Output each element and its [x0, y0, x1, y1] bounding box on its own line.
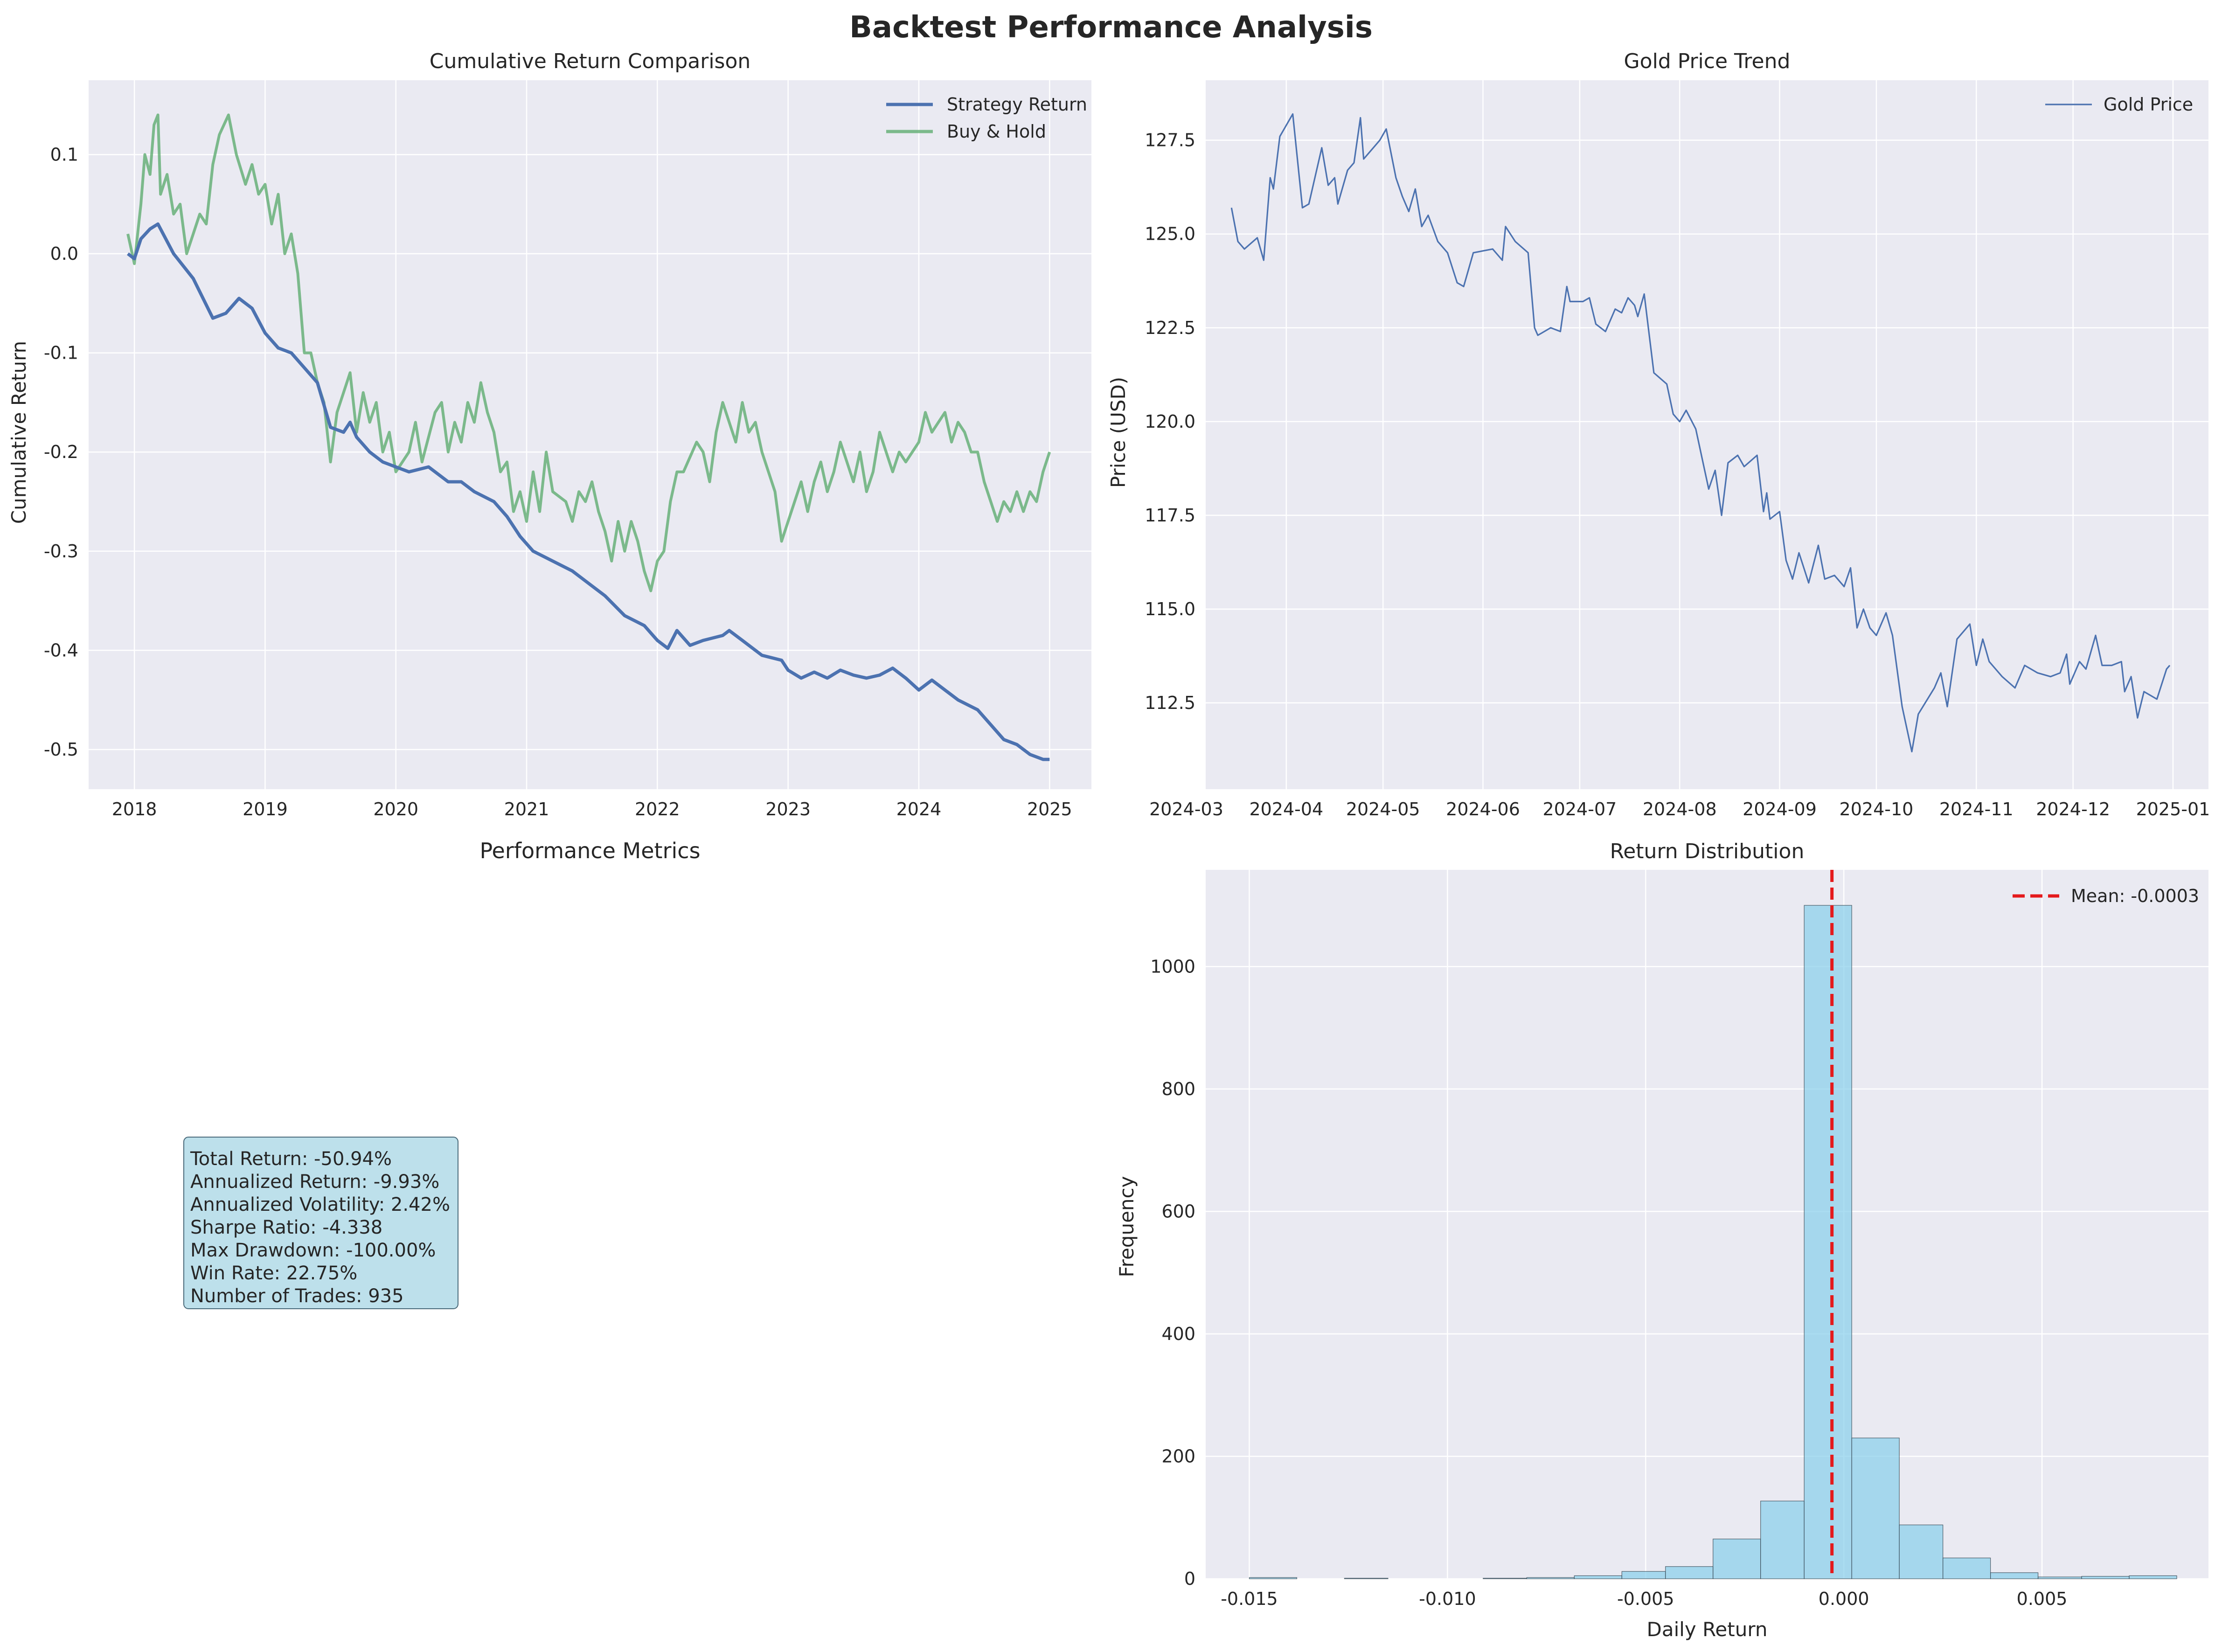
histogram-bar-9	[1665, 1566, 1714, 1579]
gold-price-ytick-label-1: 125.0	[1145, 224, 1195, 244]
return-distribution-xlabel: Daily Return	[1647, 1618, 1768, 1641]
gold-price-xtick-label-9: 2024-12	[2036, 799, 2110, 819]
histogram-bar-7	[1574, 1575, 1622, 1579]
cumulative-return-ytick-label-2: -0.1	[44, 343, 78, 363]
gold-price-panel: 2024-03 2024-04 2024-05 2024-06 2024-07 2024-…	[1107, 49, 2210, 819]
return-distribution-ytick-label-0: 0	[1184, 1569, 1195, 1589]
gold-price-ytick-label-4: 117.5	[1145, 505, 1195, 526]
gold-price-xtick-label-0: 2024-03	[1149, 799, 1223, 819]
metric-sharpe-ratio: Sharpe Ratio: -4.338	[190, 1217, 382, 1238]
histogram-bar-8	[1621, 1571, 1666, 1579]
gold-price-xtick-label-8: 2024-11	[1939, 799, 2014, 819]
return-distribution-ytick-label-5: 1000	[1150, 956, 1195, 977]
legend-label-strategy-return: Strategy Return	[947, 94, 1087, 115]
cumulative-return-ylabel: Cumulative Return	[7, 341, 30, 524]
histogram-bar-12	[1804, 905, 1852, 1579]
histogram-bar-15	[1943, 1557, 1991, 1579]
metric-number-of-trades: Number of Trades: 935	[190, 1285, 404, 1307]
metric-total-return: Total Return: -50.94%	[190, 1148, 392, 1170]
gold-price-xtick-label-1: 2024-04	[1249, 799, 1323, 819]
figure-suptitle: Backtest Performance Analysis	[849, 10, 1373, 45]
histogram-bar-18	[2081, 1576, 2130, 1579]
gold-price-axes: 2024-03 2024-04 2024-05 2024-06 2024-07 2024-…	[1145, 80, 2210, 819]
histogram-bar-6	[1526, 1577, 1575, 1579]
return-distribution-title: Return Distribution	[1610, 840, 1805, 863]
return-distribution-ytick-label-3: 600	[1161, 1201, 1195, 1222]
cumulative-return-xtick-label-2: 2020	[373, 799, 418, 819]
metrics-box	[183, 1137, 458, 1309]
strategy-return-line	[126, 222, 1050, 761]
gold-price-xtick-label-7: 2024-10	[1840, 799, 1914, 819]
histogram-bar-13	[1851, 1437, 1900, 1579]
return-distribution-xtick-label-3: 0.000	[1819, 1589, 1869, 1609]
return-distribution-ytick-label-4: 800	[1161, 1079, 1195, 1099]
return-distribution-ytick-label-2: 400	[1161, 1324, 1195, 1344]
metric-win-rate: Win Rate: 22.75%	[190, 1263, 357, 1284]
cumulative-return-xtick-label-7: 2025	[1027, 799, 1072, 819]
gold-price-ytick-label-5: 115.0	[1145, 599, 1195, 619]
legend-label-buy-and-hold: Buy & Hold	[947, 121, 1046, 142]
return-distribution-panel: -0.015 -0.010 -0.005 0.000 0.005 0 200 400 600 80…	[1115, 840, 2208, 1641]
return-distribution-xtick-label-1: -0.010	[1419, 1589, 1476, 1609]
return-distribution-axes: -0.015 -0.010 -0.005 0.000 0.005 0 200 400 600 80…	[1150, 870, 2208, 1609]
gold-price-xtick-label-4: 2024-07	[1543, 799, 1617, 819]
metrics-text: Total Return: -50.94% Annualized Return:…	[190, 1148, 456, 1307]
gold-price-xtick-label-2: 2024-05	[1346, 799, 1420, 819]
gold-price-plot-area	[1206, 80, 2208, 789]
histogram-bar-17	[2037, 1576, 2082, 1579]
cumulative-return-xtick-label-6: 2024	[896, 799, 942, 819]
gold-price-line	[1230, 113, 2171, 753]
gold-price-xtick-label-5: 2024-08	[1643, 799, 1717, 819]
cumulative-return-xtick-label-5: 2023	[765, 799, 811, 819]
cumulative-return-ytick-label-0: 0.1	[50, 144, 78, 165]
return-distribution-ytick-label-1: 200	[1161, 1446, 1195, 1466]
metric-annualized-return: Annualized Return: -9.93%	[190, 1171, 439, 1193]
histogram-bar-16	[1990, 1572, 2039, 1579]
cumulative-return-ytick-label-6: -0.5	[44, 739, 78, 760]
cumulative-return-xtick-label-3: 2021	[504, 799, 549, 819]
cumulative-return-axes: 2018 2019 2020 2021 2022 2023 2024 2025 0.1 0.0 -0…	[44, 80, 1091, 819]
return-distribution-plot-area	[1206, 870, 2208, 1579]
gold-price-ylabel: Price (USD)	[1107, 377, 1130, 488]
histogram-bar-2	[1344, 1578, 1389, 1579]
histogram-bar-11	[1760, 1500, 1805, 1579]
return-distribution-ylabel: Frequency	[1115, 1176, 1138, 1277]
histogram-bar-14	[1899, 1524, 1944, 1579]
cumulative-return-ytick-label-4: -0.3	[44, 541, 78, 562]
return-distribution-xtick-label-2: -0.005	[1617, 1589, 1674, 1609]
gold-price-ytick-label-6: 112.5	[1145, 693, 1195, 713]
histogram-bar-5	[1483, 1578, 1527, 1579]
legend-label-gold-price: Gold Price	[2104, 94, 2193, 115]
return-distribution-xtick-label-4: 0.005	[2017, 1589, 2068, 1609]
histogram-bar-0	[1249, 1577, 1298, 1579]
buy-and-hold-line	[126, 113, 1051, 592]
gold-price-xtick-label-3: 2024-06	[1446, 799, 1520, 819]
return-distribution-xtick-label-0: -0.015	[1221, 1589, 1278, 1609]
gold-price-ytick-label-2: 122.5	[1145, 318, 1195, 338]
metric-max-drawdown: Max Drawdown: -100.00%	[190, 1240, 436, 1261]
cumulative-return-panel: 2018 2019 2020 2021 2022 2023 2024 2025 0.1 0.0 -0…	[7, 49, 1091, 819]
gold-price-title: Gold Price Trend	[1624, 49, 1791, 73]
cumulative-return-xtick-label-4: 2022	[635, 799, 680, 819]
metric-annualized-volatility: Annualized Volatility: 2.42%	[190, 1194, 450, 1215]
performance-metrics-panel: Performance Metrics Total Return: -50.94…	[183, 838, 701, 1309]
gold-price-ytick-label-3: 120.0	[1145, 411, 1195, 432]
cumulative-return-ytick-label-1: 0.0	[50, 243, 78, 264]
cumulative-return-plot-area	[89, 80, 1091, 789]
cumulative-return-title: Cumulative Return Comparison	[430, 49, 751, 73]
legend-label-mean: Mean: -0.0003	[2071, 886, 2199, 906]
gold-price-xtick-label-10: 2025-01	[2136, 799, 2210, 819]
histogram-bar-19	[2129, 1575, 2177, 1579]
cumulative-return-xtick-label-0: 2018	[112, 799, 157, 819]
histogram-bar-10	[1713, 1539, 1761, 1579]
cumulative-return-ytick-label-5: -0.4	[44, 640, 78, 660]
performance-metrics-title: Performance Metrics	[479, 838, 700, 863]
gold-price-xtick-label-6: 2024-09	[1743, 799, 1817, 819]
gold-price-ytick-label-0: 127.5	[1145, 130, 1195, 151]
cumulative-return-ytick-label-3: -0.2	[44, 442, 78, 462]
cumulative-return-xtick-label-1: 2019	[243, 799, 288, 819]
